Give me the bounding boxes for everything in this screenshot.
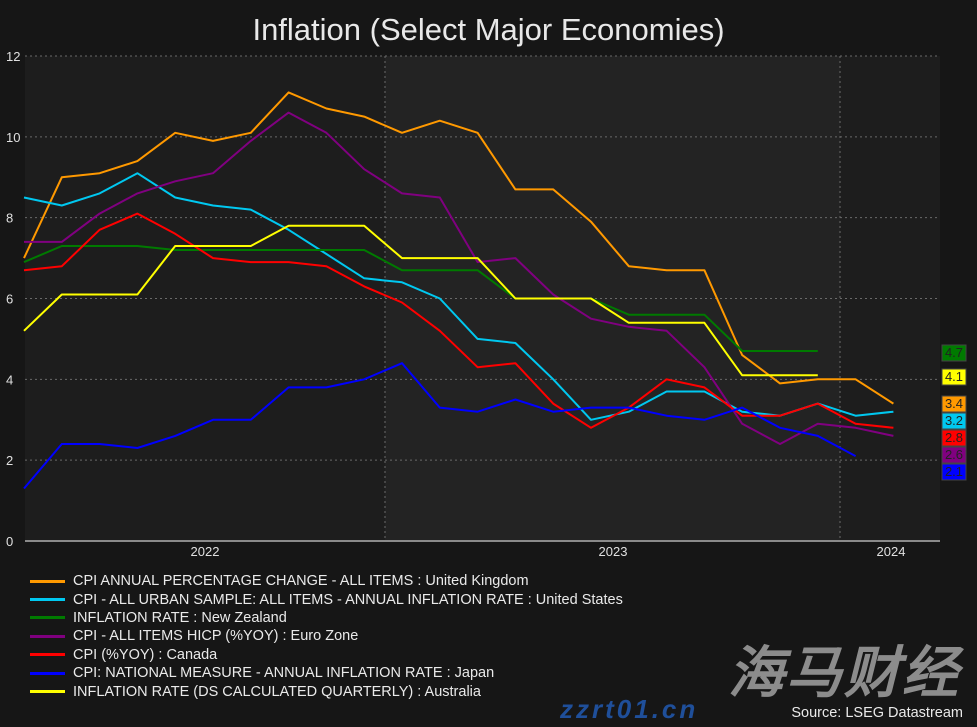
legend-item: CPI - ALL URBAN SAMPLE: ALL ITEMS - ANNU… xyxy=(30,590,623,608)
series-line xyxy=(23,362,857,490)
legend-item: INFLATION RATE (DS CALCULATED QUARTERLY)… xyxy=(30,682,623,700)
legend-item: INFLATION RATE : New Zealand xyxy=(30,609,623,627)
last-value-badge xyxy=(941,429,967,447)
y-tick-label: 6 xyxy=(6,292,13,307)
legend-swatch xyxy=(30,598,65,602)
chart-title: Inflation (Select Major Economies) xyxy=(252,12,725,47)
last-value-label: 3.4 xyxy=(945,396,963,411)
last-value-badge xyxy=(941,463,967,481)
x-tick-label: 2024 xyxy=(877,544,906,559)
legend-label: CPI - ALL ITEMS HICP (%YOY) : Euro Zone xyxy=(73,628,359,645)
legend-label: INFLATION RATE (DS CALCULATED QUARTERLY)… xyxy=(73,683,481,700)
last-value-label: 2.8 xyxy=(945,430,963,445)
last-value-label: 4.7 xyxy=(945,345,963,360)
last-value-label: 3.2 xyxy=(945,413,963,428)
series-line xyxy=(23,172,894,421)
x-tick-label: 2022 xyxy=(191,544,220,559)
legend-swatch xyxy=(30,653,65,657)
legend-swatch xyxy=(30,690,65,694)
y-tick-label: 12 xyxy=(6,49,20,64)
y-tick-label: 2 xyxy=(6,453,13,468)
legend-label: INFLATION RATE : New Zealand xyxy=(73,609,287,626)
legend-label: CPI: NATIONAL MEASURE - ANNUAL INFLATION… xyxy=(73,665,495,682)
last-value-badge xyxy=(941,344,967,362)
legend-swatch xyxy=(30,616,65,620)
legend-label: CPI (%YOY) : Canada xyxy=(73,646,218,663)
series-line xyxy=(23,224,818,377)
y-tick-label: 0 xyxy=(6,534,13,549)
series-line xyxy=(23,212,894,429)
last-value-badge xyxy=(941,446,967,464)
series-line xyxy=(23,91,894,405)
last-value-badge xyxy=(941,395,967,413)
legend-item: CPI ANNUAL PERCENTAGE CHANGE - ALL ITEMS… xyxy=(30,572,623,590)
last-value-label: 4.1 xyxy=(945,369,963,384)
last-value-label: 2.1 xyxy=(945,464,963,479)
watermark-logo: 海马财经 xyxy=(728,641,960,704)
series-line xyxy=(23,245,818,352)
y-tick-label: 10 xyxy=(6,130,20,145)
legend-item: CPI: NATIONAL MEASURE - ANNUAL INFLATION… xyxy=(30,664,623,682)
x-tick-label: 2023 xyxy=(599,544,628,559)
legend: CPI ANNUAL PERCENTAGE CHANGE - ALL ITEMS… xyxy=(30,572,623,701)
legend-swatch xyxy=(30,634,65,638)
legend-label: CPI ANNUAL PERCENTAGE CHANGE - ALL ITEMS… xyxy=(73,573,529,590)
last-value-label: 2.6 xyxy=(945,447,963,462)
watermark-url: zzrt01.cn xyxy=(560,694,699,724)
series-line xyxy=(24,111,894,445)
source-note: Source: LSEG Datastream xyxy=(791,705,963,721)
legend-swatch xyxy=(30,579,65,583)
legend-item: CPI (%YOY) : Canada xyxy=(30,646,623,664)
legend-label: CPI - ALL URBAN SAMPLE: ALL ITEMS - ANNU… xyxy=(73,591,623,608)
y-tick-label: 4 xyxy=(6,372,13,387)
legend-swatch xyxy=(30,671,65,675)
y-tick-label: 8 xyxy=(6,211,13,226)
legend-item: CPI - ALL ITEMS HICP (%YOY) : Euro Zone xyxy=(30,627,623,645)
last-value-badge xyxy=(941,412,967,430)
last-value-badge xyxy=(941,368,967,386)
